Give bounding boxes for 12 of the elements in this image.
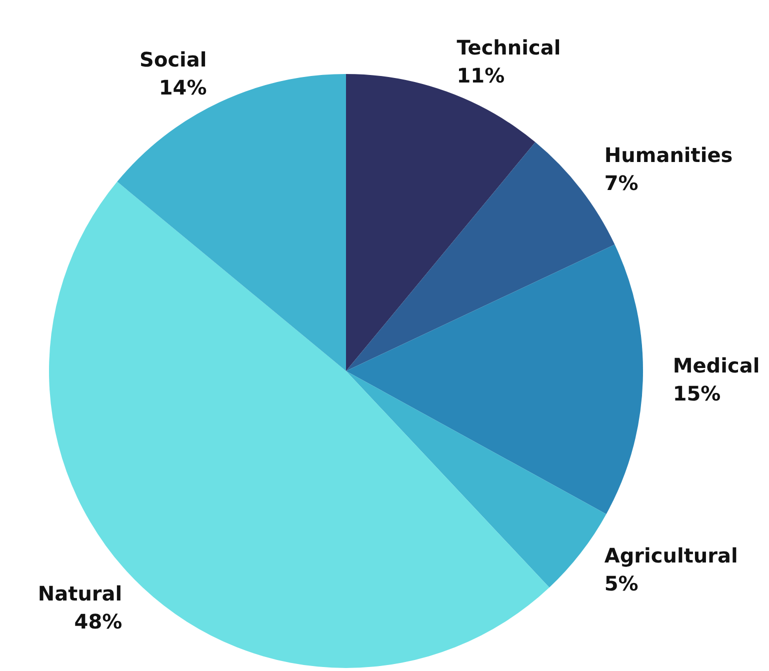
slice-label: Agricultural [604, 544, 738, 568]
data-label: 15% [672, 381, 721, 406]
data-label: 5% [604, 572, 638, 596]
data-label: 7% [604, 170, 638, 195]
data-label: 14% [158, 75, 207, 100]
slice-label: Social [140, 47, 207, 72]
data-label: 11% [456, 64, 505, 88]
slice-label: Humanities [604, 142, 733, 167]
slice-label: Medical [672, 353, 760, 378]
slice-label: Natural [38, 582, 122, 606]
data-label: 48% [74, 610, 122, 634]
slice-label: Technical [456, 36, 561, 60]
